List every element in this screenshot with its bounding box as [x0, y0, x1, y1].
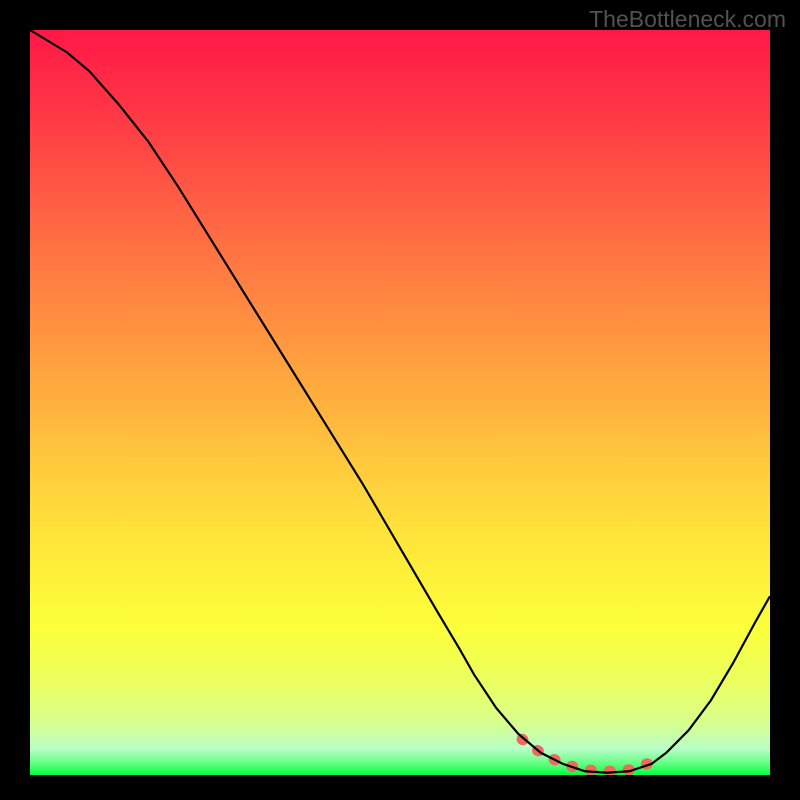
plot-area	[30, 30, 770, 775]
watermark-text: TheBottleneck.com	[589, 6, 786, 33]
curve-layer	[30, 30, 770, 775]
bottleneck-curve	[30, 30, 770, 773]
